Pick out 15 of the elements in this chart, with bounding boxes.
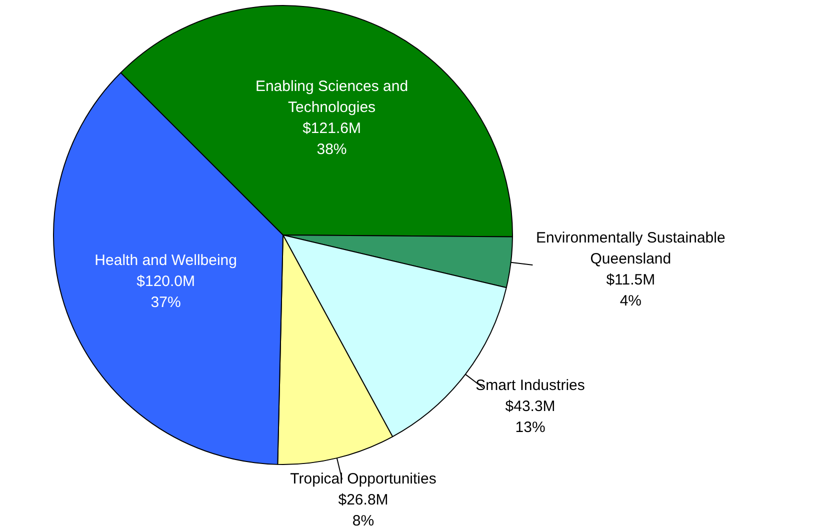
text: 4% [620, 292, 642, 310]
slice-label: Smart Industries [476, 376, 585, 394]
slice-label: Environmentally Sustainable Queensland [536, 230, 726, 268]
slice-label: Health and Wellbeing [94, 252, 237, 270]
text: 38% [316, 141, 347, 158]
data-label: $121.6M [302, 120, 361, 138]
text: 37% [150, 294, 181, 312]
slice-label: Enabling Sciences and Technologies [255, 78, 408, 116]
data-label: $11.5M [606, 272, 656, 289]
data-label: $43.3M [505, 398, 556, 415]
text: 8% [352, 512, 374, 530]
text: 13% [515, 418, 546, 436]
data-label: $120.0M [136, 273, 196, 290]
slice-label: Tropical Opportunities [290, 470, 436, 488]
data-label: $26.8M [338, 492, 388, 509]
